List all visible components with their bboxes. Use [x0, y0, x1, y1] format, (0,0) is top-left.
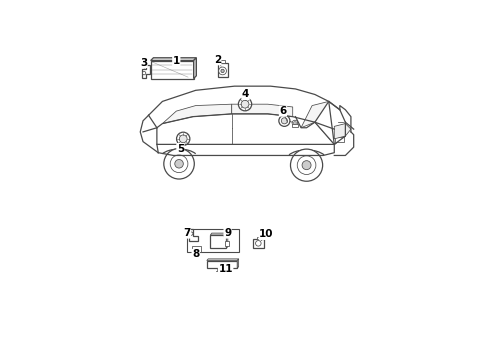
Polygon shape: [232, 104, 293, 117]
Polygon shape: [301, 102, 334, 144]
Circle shape: [292, 120, 298, 126]
Polygon shape: [226, 233, 228, 248]
Bar: [218, 63, 228, 77]
Text: 1: 1: [172, 56, 180, 66]
Polygon shape: [189, 229, 197, 242]
Polygon shape: [237, 259, 239, 268]
Bar: [210, 235, 226, 248]
Circle shape: [302, 161, 311, 170]
Text: 10: 10: [259, 229, 273, 239]
Circle shape: [175, 159, 183, 168]
Polygon shape: [150, 58, 196, 60]
Circle shape: [164, 149, 195, 179]
Circle shape: [176, 132, 190, 145]
Text: 11: 11: [219, 264, 233, 274]
Circle shape: [281, 118, 288, 124]
Polygon shape: [210, 233, 228, 235]
Bar: [187, 229, 239, 252]
Text: 3: 3: [140, 58, 147, 68]
Circle shape: [219, 67, 226, 75]
Text: 6: 6: [279, 106, 287, 116]
Circle shape: [170, 155, 188, 173]
Polygon shape: [335, 138, 344, 141]
Circle shape: [190, 232, 193, 235]
Text: 2: 2: [214, 55, 221, 65]
Text: 5: 5: [177, 144, 184, 153]
Polygon shape: [207, 259, 239, 261]
Bar: [220, 60, 225, 63]
Text: 8: 8: [192, 249, 199, 260]
Polygon shape: [162, 104, 232, 123]
Circle shape: [256, 240, 261, 246]
Circle shape: [241, 100, 249, 108]
Polygon shape: [142, 65, 150, 78]
Circle shape: [179, 135, 187, 143]
Circle shape: [143, 72, 146, 75]
Bar: [292, 123, 298, 127]
Circle shape: [294, 122, 296, 125]
Bar: [207, 261, 237, 268]
Text: 7: 7: [183, 228, 191, 238]
Bar: [225, 241, 229, 246]
Circle shape: [297, 156, 316, 175]
Circle shape: [238, 98, 252, 111]
Bar: [150, 60, 194, 78]
Circle shape: [291, 149, 322, 181]
Polygon shape: [194, 58, 196, 78]
Bar: [257, 237, 262, 239]
Text: 4: 4: [242, 90, 249, 99]
Bar: [253, 239, 265, 248]
Text: 9: 9: [224, 228, 231, 238]
Polygon shape: [334, 123, 351, 139]
Circle shape: [279, 115, 290, 126]
Polygon shape: [315, 102, 345, 144]
Bar: [192, 246, 201, 252]
Circle shape: [221, 69, 224, 73]
